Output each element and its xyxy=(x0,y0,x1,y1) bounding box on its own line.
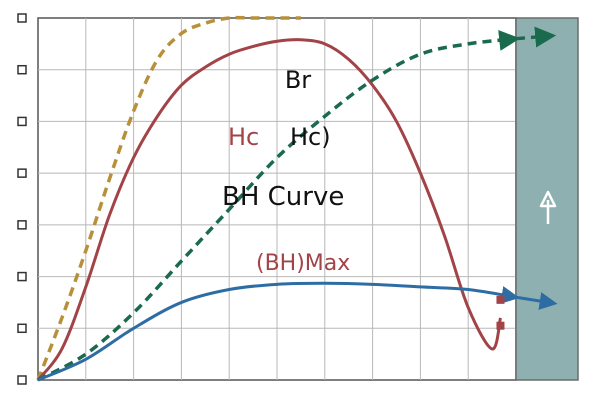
y-tick-marker xyxy=(17,271,27,282)
series-group xyxy=(36,15,558,382)
side-panel xyxy=(515,17,579,381)
series-line-green-dashed xyxy=(37,30,521,382)
annotation-hc-red: Hc xyxy=(228,123,259,151)
grid xyxy=(37,17,517,381)
series-arrow-green xyxy=(515,26,557,48)
annotation-br: Br xyxy=(285,66,311,94)
y-tick-marker xyxy=(17,116,27,127)
series-line-red-solid xyxy=(36,38,502,381)
y-axis-tick-markers xyxy=(17,13,27,385)
annotation-bh-curve: BH Curve xyxy=(222,182,344,212)
series-line-gold-dashed xyxy=(36,15,301,381)
y-tick-marker xyxy=(17,220,27,230)
y-tick-marker xyxy=(17,323,27,334)
annotation-bh-max: (BH)Max xyxy=(256,251,350,276)
y-tick-marker xyxy=(17,64,27,75)
y-tick-marker xyxy=(17,168,27,178)
data-marker xyxy=(496,295,505,304)
series-line-blue-solid xyxy=(37,281,520,382)
series-arrow-blue xyxy=(515,292,558,310)
data-marker xyxy=(496,321,505,330)
markers-group xyxy=(496,295,505,330)
y-tick-marker xyxy=(17,375,27,385)
annotation-hc-paren: Hc) xyxy=(290,123,331,151)
y-tick-marker xyxy=(17,13,27,23)
arrow-up-icon xyxy=(539,190,557,224)
